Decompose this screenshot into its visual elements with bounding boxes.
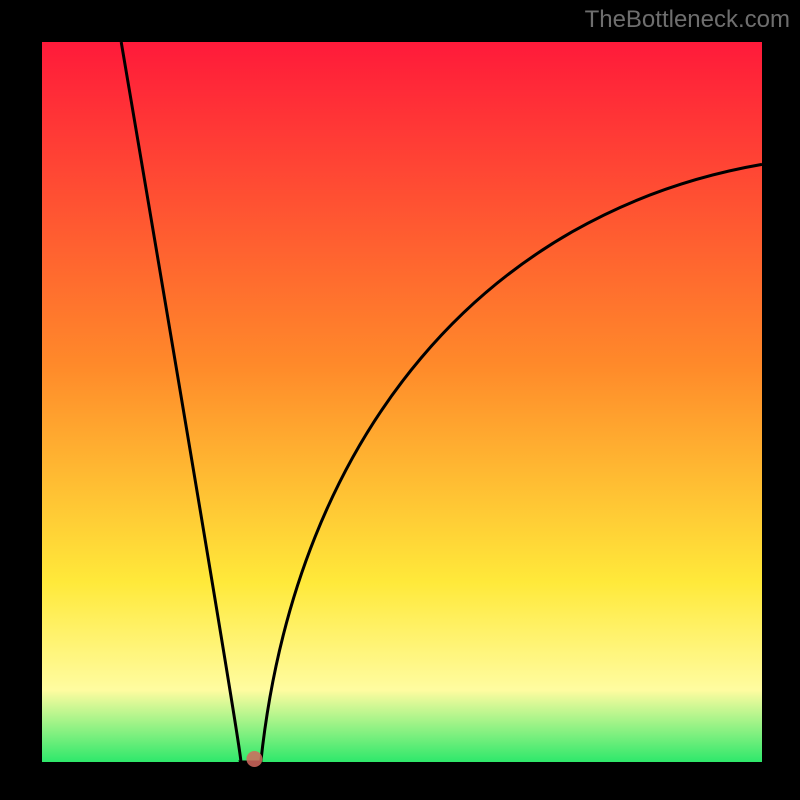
vertex-marker <box>246 751 262 767</box>
curve-layer-svg <box>0 0 800 800</box>
watermark-text: TheBottleneck.com <box>585 6 790 34</box>
chart-root: TheBottleneck.com <box>0 0 800 800</box>
bottleneck-curve <box>121 42 762 762</box>
